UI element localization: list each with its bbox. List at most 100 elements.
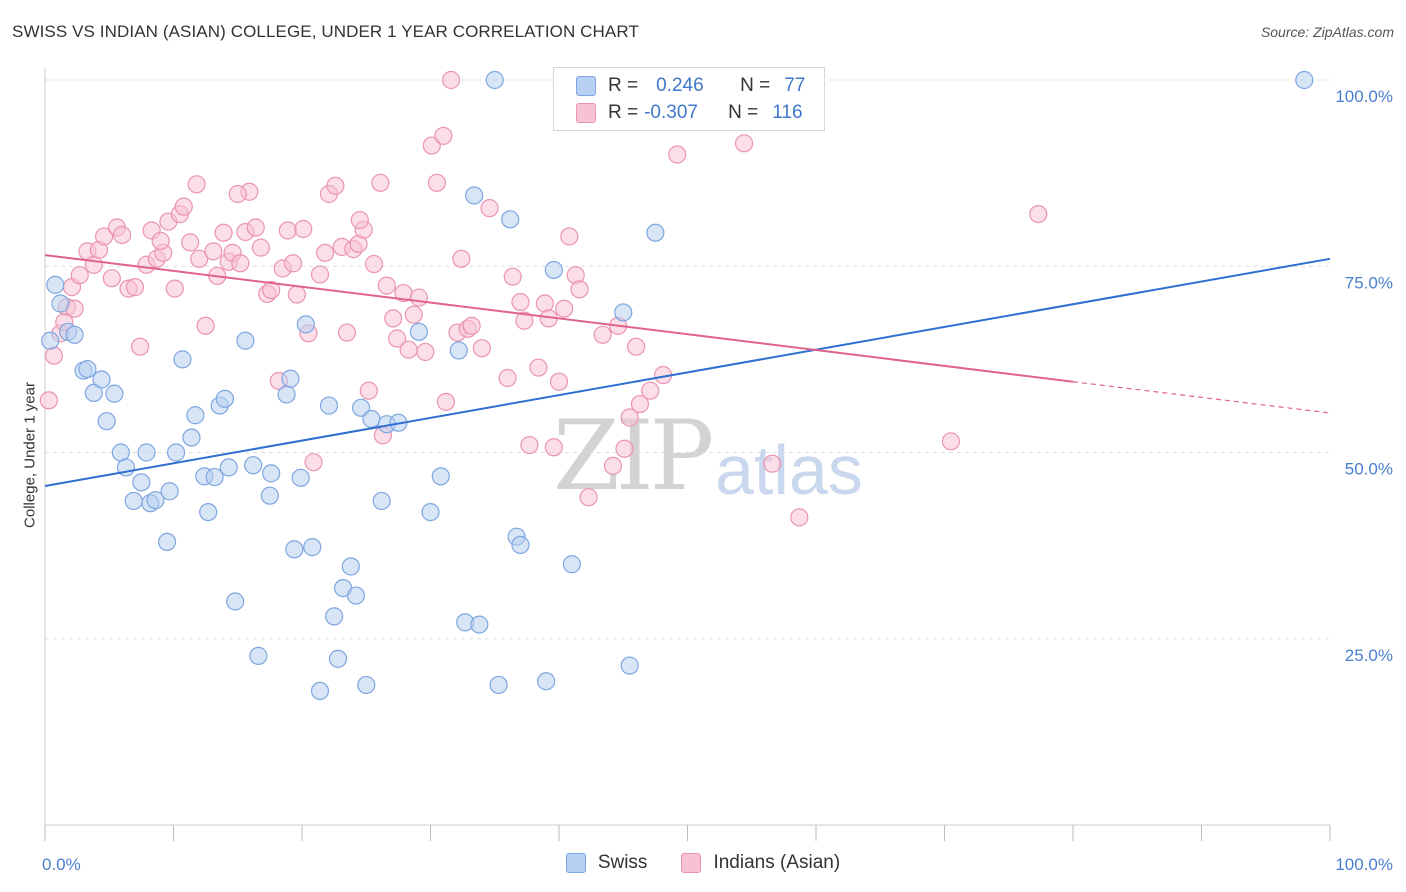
- swiss-point: [166, 443, 186, 462]
- swiss-point: [421, 502, 440, 522]
- indian-point: [480, 199, 499, 218]
- legend-label: Swiss: [597, 852, 648, 873]
- indian-point: [384, 309, 403, 328]
- r-label: R =: [608, 75, 639, 96]
- indian-trend-line: [44, 254, 1074, 383]
- indian-point: [452, 249, 471, 268]
- indian-point: [434, 126, 453, 145]
- swiss-point: [614, 303, 633, 322]
- indian-point: [316, 243, 335, 262]
- swiss-point: [132, 473, 151, 492]
- swiss-point: [244, 456, 263, 475]
- indian-point: [283, 254, 303, 273]
- indian-point: [399, 340, 418, 359]
- indian-point: [498, 368, 517, 388]
- legend-row-swiss: R = 0.246 N = 77: [576, 73, 805, 99]
- indian-point: [102, 269, 121, 288]
- indian-point: [593, 325, 612, 344]
- indian-point: [790, 508, 809, 527]
- indian-point: [511, 292, 530, 312]
- swiss-point: [303, 538, 322, 557]
- indian-swatch: [576, 103, 596, 123]
- swiss-point: [362, 409, 381, 429]
- indian-points: [39, 70, 1048, 527]
- swiss-point: [65, 325, 84, 344]
- indian-point: [763, 454, 782, 473]
- n-value: 116: [772, 102, 803, 123]
- swiss-point: [124, 491, 143, 511]
- swiss-point: [84, 383, 103, 402]
- grid-lines: [45, 79, 1330, 640]
- swiss-point: [341, 557, 360, 576]
- indian-point: [359, 381, 378, 400]
- swiss-point: [97, 412, 116, 431]
- indian-point: [337, 323, 357, 342]
- series-legend: Swiss Indians (Asian): [0, 852, 1406, 874]
- swiss-point: [346, 586, 366, 605]
- indian-point: [44, 346, 64, 365]
- y-tick-label: 100.0%: [1335, 87, 1393, 106]
- indian-point: [190, 249, 209, 268]
- swiss-point: [1295, 70, 1314, 90]
- swiss-point: [157, 532, 177, 552]
- swiss-point: [205, 467, 224, 487]
- indian-point: [603, 456, 623, 476]
- indian-point: [151, 231, 170, 251]
- swiss-point: [78, 359, 97, 379]
- swiss-point: [562, 555, 581, 574]
- y-tick-label: 50.0%: [1345, 460, 1393, 479]
- swiss-point: [544, 260, 563, 280]
- swiss-point: [249, 646, 268, 665]
- indian-point: [262, 280, 281, 300]
- tick-labels: 25.0% 50.0% 75.0% 100.0% 0.0% 100.0%: [42, 87, 1393, 874]
- n-label: N =: [740, 75, 771, 96]
- indian-point: [231, 254, 250, 273]
- indian-point: [579, 488, 598, 507]
- indian-point: [535, 294, 554, 313]
- swiss-point: [646, 223, 665, 242]
- indian-point: [544, 438, 563, 457]
- indian-point: [387, 329, 407, 348]
- indian-point: [112, 225, 132, 245]
- indian-point: [462, 316, 481, 335]
- chart-title: SWISS VS INDIAN (ASIAN) COLLEGE, UNDER 1…: [12, 22, 639, 41]
- swiss-point: [291, 468, 310, 487]
- indian-point: [165, 279, 184, 298]
- indian-point: [278, 221, 297, 240]
- legend-item-swiss: Swiss: [565, 852, 648, 874]
- stats-legend: R = 0.246 N = 77 R = -0.307 N = 116: [553, 67, 825, 131]
- indian-point: [214, 223, 233, 242]
- indian-point: [310, 265, 330, 284]
- swiss-point: [409, 322, 429, 341]
- indian-point: [174, 197, 193, 216]
- axes: [44, 68, 1331, 841]
- swiss-point: [137, 443, 156, 462]
- indian-point: [70, 266, 89, 285]
- swiss-point: [173, 350, 192, 369]
- swiss-point: [501, 210, 520, 229]
- x-tick-label: 100.0%: [1335, 855, 1393, 874]
- swiss-point: [182, 428, 201, 447]
- indian-point: [630, 394, 650, 414]
- swiss-point: [310, 681, 330, 701]
- r-value: -0.307: [644, 102, 698, 123]
- swiss-point: [470, 615, 489, 634]
- indian-point: [377, 276, 396, 295]
- swiss-swatch: [565, 853, 586, 873]
- indian-point: [503, 267, 522, 286]
- swiss-point: [537, 672, 556, 691]
- indian-point: [416, 342, 435, 362]
- indian-point: [39, 391, 58, 410]
- indian-point: [668, 145, 687, 164]
- swiss-point: [105, 384, 124, 403]
- indian-point: [529, 358, 548, 377]
- indian-point: [626, 337, 646, 356]
- n-label: N =: [728, 102, 759, 123]
- indian-point: [304, 453, 323, 472]
- swiss-point: [372, 491, 391, 511]
- legend-row-indian: R = -0.307 N = 116: [576, 100, 803, 126]
- indian-point: [436, 392, 456, 411]
- trend-lines: [44, 254, 1331, 488]
- swiss-point: [160, 482, 179, 501]
